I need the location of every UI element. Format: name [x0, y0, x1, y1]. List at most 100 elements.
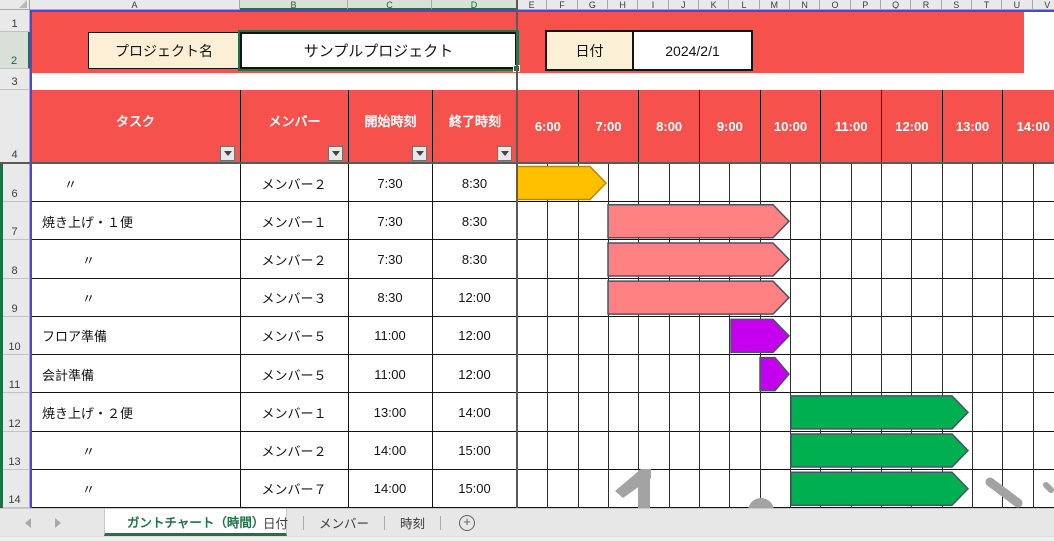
column-header-J[interactable]: J — [668, 0, 699, 10]
gantt-bar-pink[interactable] — [607, 280, 791, 315]
end-time-cell[interactable]: 12:00 — [458, 290, 491, 306]
member-cell[interactable]: メンバー２ — [261, 444, 327, 460]
column-header-L[interactable]: L — [729, 0, 760, 10]
add-sheet-button[interactable]: + — [459, 515, 475, 531]
task-cell[interactable]: 焼き上げ・２便 — [42, 405, 134, 421]
gantt-bar-green[interactable] — [790, 395, 970, 430]
column-header-D[interactable]: D — [432, 0, 517, 10]
row-header-8[interactable]: 8 — [0, 240, 30, 279]
gantt-bar-purple[interactable] — [759, 356, 790, 392]
gantt-bar-orange[interactable] — [517, 165, 608, 201]
task-cell[interactable]: 〃 — [82, 444, 96, 460]
column-header-A[interactable]: A — [30, 0, 240, 10]
project-name-value-cell[interactable]: サンプルプロジェクト — [240, 32, 517, 69]
gantt-bar-pink[interactable] — [607, 242, 791, 277]
member-cell[interactable]: メンバー２ — [261, 176, 327, 192]
end-time-cell[interactable]: 12:00 — [458, 366, 491, 382]
gantt-bar-pink[interactable] — [607, 203, 791, 239]
column-header-O[interactable]: O — [820, 0, 851, 10]
row-header-3[interactable]: 3 — [0, 69, 30, 90]
end-time-cell[interactable]: 14:00 — [458, 404, 491, 420]
column-header-F[interactable]: F — [547, 0, 578, 10]
end-time-cell[interactable]: 8:30 — [461, 213, 488, 229]
task-cell[interactable]: 焼き上げ・１便 — [42, 214, 134, 230]
column-header-G[interactable]: G — [577, 0, 608, 10]
row-header-9[interactable]: 9 — [0, 278, 30, 317]
time-header-13:00[interactable]: 13:00 — [941, 90, 1003, 163]
gantt-bar-green[interactable] — [790, 433, 970, 468]
task-cell[interactable]: 会計準備 — [42, 367, 95, 383]
end-time-cell[interactable]: 15:00 — [458, 481, 491, 497]
tab-scroll-left-icon[interactable] — [25, 518, 31, 528]
time-header-11:00[interactable]: 11:00 — [820, 90, 881, 163]
start-time-cell[interactable]: 8:30 — [377, 290, 403, 306]
start-time-cell[interactable]: 13:00 — [373, 404, 407, 420]
row-header-11[interactable]: 11 — [0, 355, 30, 394]
member-cell[interactable]: メンバー５ — [261, 367, 327, 383]
time-header-14:00[interactable]: 14:00 — [1002, 90, 1054, 163]
start-time-cell[interactable]: 11:00 — [374, 328, 406, 344]
project-name-label-cell[interactable]: プロジェクト名 — [88, 32, 240, 69]
filter-dropdown-icon[interactable] — [220, 146, 235, 161]
column-header-T[interactable]: T — [971, 0, 1003, 10]
start-time-cell[interactable]: 7:30 — [377, 175, 403, 191]
gantt-bar-purple[interactable] — [730, 318, 791, 354]
end-time-cell[interactable]: 12:00 — [458, 328, 491, 344]
date-value-cell[interactable]: 2024/2/1 — [632, 30, 753, 71]
table-header-task[interactable]: タスク — [30, 90, 240, 163]
row-header-13[interactable]: 13 — [0, 431, 30, 470]
member-cell[interactable]: メンバー３ — [261, 291, 327, 307]
start-time-cell[interactable]: 11:00 — [374, 366, 406, 382]
start-time-cell[interactable]: 14:00 — [373, 481, 407, 497]
start-time-cell[interactable]: 7:30 — [377, 213, 403, 229]
column-header-R[interactable]: R — [911, 0, 942, 10]
start-time-cell[interactable]: 14:00 — [373, 443, 407, 459]
row-header-1[interactable]: 1 — [0, 10, 30, 32]
time-header-12:00[interactable]: 12:00 — [881, 90, 942, 163]
sheet-tab-2[interactable]: メンバー — [319, 517, 370, 531]
task-cell[interactable]: フロア準備 — [42, 329, 108, 345]
gantt-bar-green[interactable] — [790, 471, 970, 507]
start-time-cell[interactable]: 7:30 — [377, 252, 403, 268]
task-cell[interactable]: 〃 — [64, 176, 78, 192]
row-header-4[interactable]: 4 — [0, 90, 30, 163]
task-cell[interactable]: 〃 — [82, 291, 96, 307]
end-time-cell[interactable]: 15:00 — [458, 443, 491, 459]
column-header-N[interactable]: N — [789, 0, 821, 10]
member-cell[interactable]: メンバー７ — [261, 482, 327, 498]
task-cell[interactable]: 〃 — [82, 482, 96, 498]
time-header-10:00[interactable]: 10:00 — [759, 90, 821, 163]
row-header-7[interactable]: 7 — [0, 202, 30, 241]
row-header-6[interactable]: 6 — [0, 164, 30, 203]
sheet-tab-active[interactable]: ガントチャート（時間） — [104, 509, 288, 536]
column-header-S[interactable]: S — [941, 0, 972, 10]
column-header-K[interactable]: K — [698, 0, 730, 10]
column-header-M[interactable]: M — [759, 0, 790, 10]
column-header-B[interactable]: B — [240, 0, 348, 10]
member-cell[interactable]: メンバー２ — [261, 253, 327, 269]
row-header-10[interactable]: 10 — [0, 316, 30, 356]
tab-scroll-right-icon[interactable] — [55, 518, 61, 528]
end-time-cell[interactable]: 8:30 — [461, 252, 488, 268]
column-header-V[interactable]: V — [1032, 0, 1054, 10]
column-header-H[interactable]: H — [607, 0, 639, 10]
filter-dropdown-icon[interactable] — [497, 146, 512, 161]
row-header-14[interactable]: 14 — [0, 469, 30, 508]
time-header-9:00[interactable]: 9:00 — [699, 90, 760, 163]
column-header-Q[interactable]: Q — [880, 0, 912, 10]
filter-dropdown-icon[interactable] — [412, 146, 427, 161]
row-header-12[interactable]: 12 — [0, 393, 30, 432]
select-all-corner[interactable] — [0, 0, 30, 10]
sheet-tab-1[interactable]: 日付 — [263, 517, 289, 531]
date-label-cell[interactable]: 日付 — [545, 30, 634, 71]
column-header-P[interactable]: P — [850, 0, 881, 10]
column-header-U[interactable]: U — [1002, 0, 1033, 10]
time-header-7:00[interactable]: 7:00 — [577, 90, 639, 163]
task-cell[interactable]: 〃 — [82, 253, 96, 269]
time-header-6:00[interactable]: 6:00 — [517, 90, 578, 163]
time-header-8:00[interactable]: 8:00 — [638, 90, 699, 163]
end-time-cell[interactable]: 8:30 — [461, 175, 488, 191]
sheet-tab-3[interactable]: 時刻 — [400, 517, 426, 531]
column-header-C[interactable]: C — [348, 0, 432, 10]
member-cell[interactable]: メンバー５ — [261, 329, 327, 345]
